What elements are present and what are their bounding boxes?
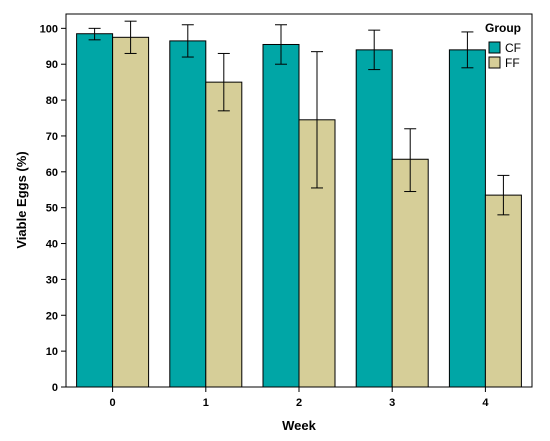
legend-title: Group bbox=[485, 21, 521, 35]
error-bar-cf-week-4 bbox=[461, 31, 474, 69]
error-bar-cf-week-1 bbox=[181, 24, 194, 58]
y-tick-label: 0 bbox=[52, 382, 58, 394]
legend-swatch-cf bbox=[488, 41, 501, 54]
x-tick-label: 1 bbox=[203, 397, 209, 409]
error-bar-ff-week-4 bbox=[497, 174, 510, 216]
x-tick-label: 3 bbox=[389, 397, 395, 409]
y-tick-label: 60 bbox=[46, 167, 58, 179]
error-bar-ff-week-3 bbox=[404, 128, 417, 193]
bar-ff-week-1 bbox=[205, 81, 243, 388]
x-tick-label: 4 bbox=[482, 397, 489, 409]
bar-ff-week-3 bbox=[391, 158, 429, 388]
bar-cf-week-4 bbox=[448, 49, 486, 388]
error-bar-ff-week-1 bbox=[217, 52, 230, 112]
y-axis-title: Viable Eggs (%) bbox=[14, 151, 29, 248]
y-tick-label: 90 bbox=[46, 59, 58, 71]
error-bar-ff-week-0 bbox=[124, 20, 137, 54]
y-tick-label: 100 bbox=[40, 23, 58, 35]
x-axis-title: Week bbox=[282, 418, 316, 433]
error-bar-cf-week-2 bbox=[275, 24, 287, 65]
y-tick-label: 70 bbox=[46, 131, 58, 143]
y-tick-label: 20 bbox=[46, 310, 58, 322]
error-bars-layer bbox=[88, 20, 510, 216]
y-tick-label: 50 bbox=[46, 203, 58, 215]
bar-cf-week-0 bbox=[76, 33, 114, 388]
bar-ff-week-0 bbox=[112, 36, 150, 388]
error-bar-cf-week-0 bbox=[88, 27, 101, 41]
x-tick-label: 2 bbox=[296, 397, 302, 409]
bar-cf-week-1 bbox=[169, 40, 207, 388]
bar-ff-week-4 bbox=[484, 194, 522, 388]
bar-cf-week-2 bbox=[262, 43, 300, 388]
legend-swatch-ff bbox=[488, 56, 501, 69]
y-axis: 0 10 20 30 40 50 60 70 80 90 100 bbox=[40, 23, 66, 394]
error-bar-cf-week-3 bbox=[368, 29, 381, 71]
y-tick-label: 10 bbox=[46, 346, 58, 358]
y-tick-label: 80 bbox=[46, 95, 58, 107]
legend-label-cf: CF bbox=[505, 41, 521, 55]
error-bar-ff-week-2 bbox=[311, 51, 323, 189]
y-tick-label: 40 bbox=[46, 239, 58, 251]
x-tick-label: 0 bbox=[110, 397, 116, 409]
bar-cf-week-3 bbox=[355, 49, 393, 388]
bars-layer bbox=[76, 33, 522, 388]
x-axis: 0 1 2 3 4 bbox=[110, 387, 489, 409]
y-tick-label: 30 bbox=[46, 274, 58, 286]
legend-label-ff: FF bbox=[505, 56, 520, 70]
